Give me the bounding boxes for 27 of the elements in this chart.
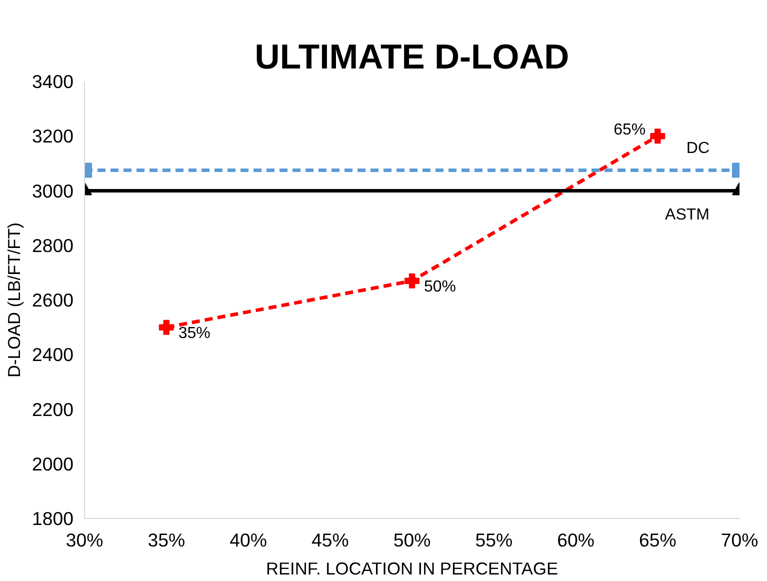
series-label: ASTM — [665, 206, 710, 224]
x-tick-label: 60% — [557, 530, 594, 550]
y-tick-label: 3400 — [32, 71, 74, 92]
chart-title: ULTIMATE D-LOAD — [254, 38, 570, 76]
y-tick-label: 1800 — [32, 508, 74, 529]
annotation: 35% — [178, 324, 210, 342]
y-tick-label: 2400 — [32, 344, 74, 366]
annotation: 65% — [614, 122, 646, 139]
x-tick-label: 50% — [393, 530, 431, 550]
y-tick-label: 3200 — [32, 126, 74, 147]
y-tick-label: 3000 — [32, 180, 74, 202]
x-tick-label: 35% — [148, 530, 186, 550]
annotation: 50% — [424, 278, 456, 296]
x-tick-label: 65% — [638, 530, 676, 550]
y-tick-label: 2800 — [32, 234, 74, 256]
point — [404, 273, 420, 288]
x-tick-label: 45% — [311, 530, 349, 550]
x-axis-title: REINF. LOCATION IN PERCENTAGE — [266, 558, 558, 578]
y-tick-label: 2200 — [32, 398, 74, 420]
x-tick-label: 70% — [720, 530, 758, 550]
x-tick-label: 55% — [475, 530, 513, 550]
x-tick-label: 30% — [66, 530, 104, 550]
y-tick-label: 2000 — [32, 453, 74, 474]
series-label: DC — [686, 140, 710, 157]
y-axis-title: D-LOAD (LB/FT/FT) — [4, 222, 24, 378]
x-tick-label: 40% — [230, 530, 267, 550]
y-tick-label: 2600 — [32, 290, 74, 310]
